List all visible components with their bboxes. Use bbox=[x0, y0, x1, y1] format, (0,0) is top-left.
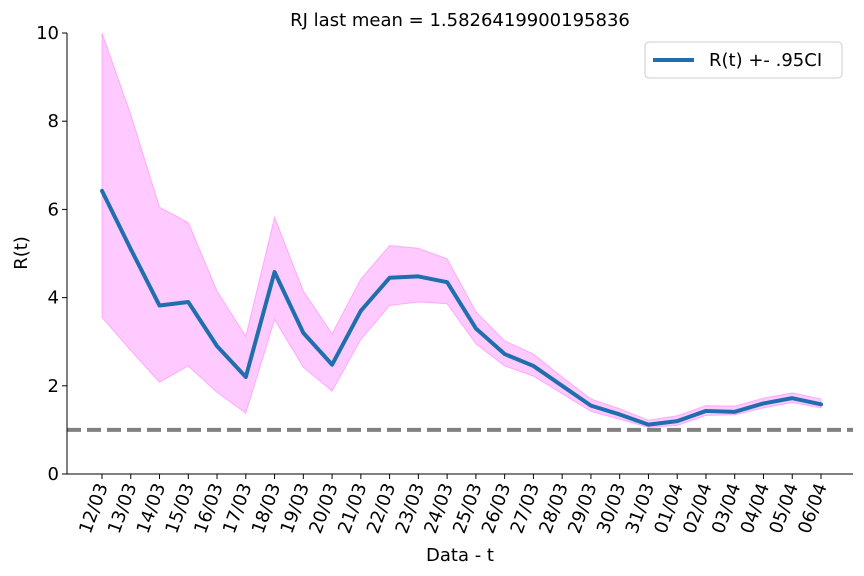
x-axis-label: Data - t bbox=[426, 545, 494, 566]
data-point bbox=[244, 375, 248, 379]
data-point bbox=[474, 326, 478, 330]
y-tick-label: 2 bbox=[48, 376, 59, 397]
data-point bbox=[215, 344, 219, 348]
data-point bbox=[646, 423, 650, 427]
y-tick-label: 0 bbox=[48, 464, 59, 485]
data-point bbox=[301, 331, 305, 335]
data-point bbox=[704, 409, 708, 413]
data-point bbox=[416, 274, 420, 278]
data-point bbox=[618, 412, 622, 416]
data-point bbox=[589, 404, 593, 408]
data-point bbox=[445, 280, 449, 284]
data-point bbox=[330, 363, 334, 367]
data-point bbox=[531, 364, 535, 368]
legend-box bbox=[644, 41, 843, 79]
legend: R(t) +- .95CI bbox=[644, 41, 843, 79]
confidence-band bbox=[101, 32, 822, 428]
data-point bbox=[733, 410, 737, 414]
data-point bbox=[675, 419, 679, 423]
y-axis-label: R(t) bbox=[11, 236, 32, 270]
data-point bbox=[100, 189, 104, 193]
data-point bbox=[560, 384, 564, 388]
data-point bbox=[273, 270, 277, 274]
data-point bbox=[158, 304, 162, 308]
y-tick-label: 4 bbox=[48, 288, 59, 309]
y-tick-label: 6 bbox=[48, 199, 59, 220]
data-point bbox=[761, 401, 765, 405]
y-tick-label: 10 bbox=[36, 23, 59, 44]
y-tick-label: 8 bbox=[48, 111, 59, 132]
legend-label: R(t) +- .95CI bbox=[709, 50, 822, 71]
data-point bbox=[388, 276, 392, 280]
data-point bbox=[359, 309, 363, 313]
data-point bbox=[503, 352, 507, 356]
data-point bbox=[819, 402, 823, 406]
data-point bbox=[790, 396, 794, 400]
plot-area bbox=[67, 32, 853, 432]
series-line bbox=[100, 188, 823, 427]
chart-title: RJ last mean = 1.5826419900195836 bbox=[290, 10, 630, 31]
data-point bbox=[186, 300, 190, 304]
data-point bbox=[129, 247, 133, 251]
